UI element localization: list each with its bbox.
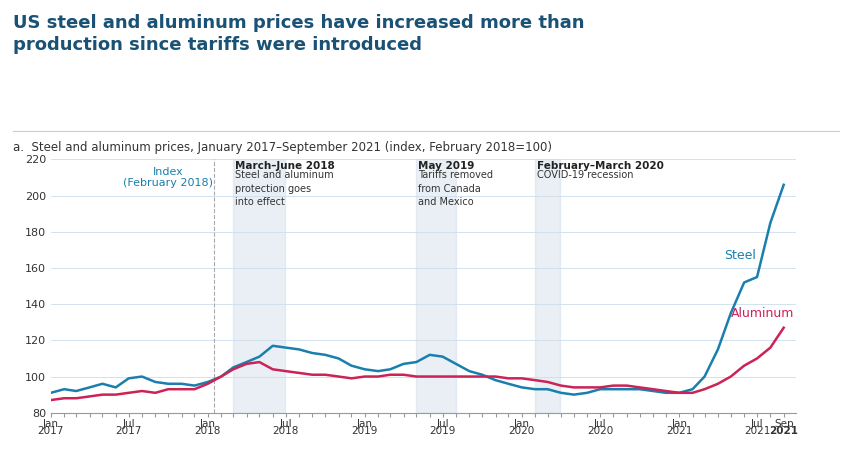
- Text: Jul: Jul: [436, 419, 449, 429]
- Text: Steel: Steel: [724, 249, 756, 262]
- Text: Sep: Sep: [774, 419, 794, 429]
- Text: 2017: 2017: [115, 426, 141, 436]
- Text: Aluminum: Aluminum: [731, 307, 794, 320]
- Bar: [535, 159, 561, 413]
- Text: Jul: Jul: [750, 419, 763, 429]
- Text: 2020: 2020: [587, 426, 613, 436]
- Text: 2018: 2018: [195, 426, 221, 436]
- Text: Tariffs removed
from Canada
and Mexico: Tariffs removed from Canada and Mexico: [418, 170, 493, 207]
- Text: US steel and aluminum prices have increased more than
production since tariffs w: US steel and aluminum prices have increa…: [13, 14, 584, 54]
- Text: a.  Steel and aluminum prices, January 2017–September 2021 (index, February 2018: a. Steel and aluminum prices, January 20…: [13, 141, 551, 154]
- Text: 2020: 2020: [509, 426, 535, 436]
- Text: COVID-19 recession: COVID-19 recession: [537, 170, 634, 180]
- Bar: [417, 159, 456, 413]
- Text: 2021: 2021: [666, 426, 692, 436]
- Text: 2021: 2021: [769, 426, 798, 436]
- Text: May 2019: May 2019: [418, 161, 474, 171]
- Text: Jul: Jul: [594, 419, 606, 429]
- Text: Jan: Jan: [671, 419, 687, 429]
- Bar: [233, 159, 285, 413]
- Text: Jul: Jul: [280, 419, 292, 429]
- Text: Index
(February 2018): Index (February 2018): [123, 166, 213, 188]
- Text: Jan: Jan: [514, 419, 529, 429]
- Text: 2021: 2021: [744, 426, 770, 436]
- Text: March–June 2018: March–June 2018: [235, 161, 335, 171]
- Text: 2019: 2019: [352, 426, 378, 436]
- Text: Jan: Jan: [43, 419, 58, 429]
- Text: 2018: 2018: [273, 426, 299, 436]
- Text: Jul: Jul: [122, 419, 135, 429]
- Text: Steel and aluminum
protection goes
into effect: Steel and aluminum protection goes into …: [235, 170, 334, 207]
- Text: 2017: 2017: [37, 426, 64, 436]
- Text: Jan: Jan: [200, 419, 216, 429]
- Text: 2019: 2019: [429, 426, 456, 436]
- Text: February–March 2020: February–March 2020: [537, 161, 664, 171]
- Text: Jan: Jan: [357, 419, 373, 429]
